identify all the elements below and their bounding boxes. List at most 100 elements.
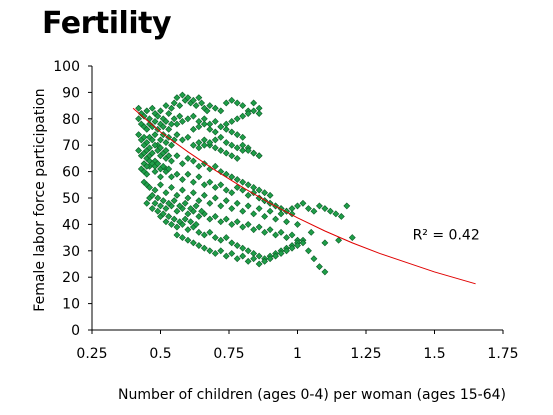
data-point	[233, 144, 241, 152]
data-point	[192, 202, 200, 210]
data-point	[305, 247, 312, 255]
data-point	[261, 257, 269, 265]
data-point	[178, 186, 186, 194]
data-point	[151, 131, 159, 139]
data-point	[181, 215, 189, 223]
data-point	[176, 112, 184, 120]
data-point	[244, 191, 252, 199]
data-point	[228, 239, 236, 247]
data-point	[233, 255, 241, 263]
data-point	[239, 112, 247, 120]
data-point	[211, 104, 219, 112]
data-point	[305, 205, 312, 212]
data-point	[211, 128, 219, 136]
data-point	[321, 205, 329, 212]
data-point	[189, 112, 197, 120]
data-point	[173, 131, 181, 139]
data-point	[239, 207, 247, 215]
data-point	[217, 133, 225, 141]
data-point	[151, 168, 159, 176]
data-point	[178, 234, 186, 242]
data-point	[233, 176, 241, 183]
data-point	[195, 144, 203, 152]
data-point	[189, 157, 197, 165]
data-point	[159, 197, 167, 205]
data-point	[239, 244, 247, 252]
data-point	[148, 205, 156, 212]
data-point	[228, 118, 236, 125]
data-point	[244, 220, 252, 228]
data-point	[184, 115, 192, 123]
data-point	[189, 125, 197, 133]
x-tick-label: 1.75	[487, 346, 518, 362]
data-point	[178, 118, 186, 125]
data-point	[233, 131, 241, 139]
data-point	[233, 184, 241, 191]
data-point	[255, 110, 263, 117]
data-point	[168, 120, 175, 128]
data-point	[239, 102, 247, 110]
data-point	[140, 133, 148, 141]
data-point	[151, 186, 159, 194]
data-point	[266, 226, 274, 234]
plot-area: 0.25 0.5 0.75 1 1.25 1.5 1.75 0 10 20 30 40 50 60 70 8…	[53, 59, 518, 362]
data-point	[233, 199, 241, 207]
x-tick-label: 0.5	[149, 346, 171, 362]
data-point	[217, 123, 225, 131]
data-point	[184, 170, 192, 178]
data-point	[165, 110, 173, 117]
data-point	[173, 170, 181, 178]
data-point	[206, 139, 214, 146]
data-point	[176, 218, 184, 226]
data-point	[184, 210, 192, 218]
data-point	[239, 141, 247, 149]
data-point	[211, 213, 219, 220]
data-point	[203, 107, 211, 115]
data-point	[168, 157, 175, 165]
data-point	[184, 94, 192, 102]
data-point	[135, 104, 143, 112]
data-point	[272, 231, 280, 239]
x-tick-label: 0.75	[213, 346, 244, 362]
data-point	[222, 125, 230, 133]
data-point	[211, 250, 219, 257]
data-point	[195, 162, 203, 170]
data-point	[288, 231, 296, 239]
data-point	[217, 107, 225, 115]
data-point	[250, 107, 258, 115]
data-point	[143, 199, 151, 207]
data-point	[151, 199, 159, 207]
data-point	[321, 268, 329, 276]
data-point	[184, 236, 192, 244]
data-point	[255, 186, 263, 194]
data-point	[170, 215, 178, 223]
data-point	[170, 115, 178, 123]
data-point	[200, 231, 208, 239]
data-point	[140, 141, 148, 149]
data-point	[250, 99, 258, 107]
y-tick-label: 90	[62, 85, 80, 101]
data-point	[272, 252, 280, 260]
data-point	[157, 107, 164, 115]
data-point	[228, 141, 236, 149]
data-point	[283, 247, 290, 255]
data-point	[332, 210, 340, 218]
data-point	[206, 102, 214, 110]
data-point	[154, 207, 162, 215]
data-point	[135, 131, 143, 139]
data-point	[222, 234, 230, 242]
data-point	[135, 147, 143, 154]
x-tick-label: 1.5	[423, 346, 445, 362]
data-point	[222, 197, 230, 205]
data-point	[255, 152, 263, 160]
data-point	[211, 136, 219, 144]
y-tick-label: 60	[62, 165, 80, 181]
y-axis-ticks: 0 10 20 30 40 50 60 70 80 90 100	[53, 59, 92, 339]
data-point	[168, 141, 175, 149]
data-point	[321, 239, 329, 247]
data-point	[217, 218, 225, 226]
data-point	[206, 215, 214, 223]
data-point	[222, 139, 230, 146]
data-point	[299, 239, 307, 247]
data-point	[181, 199, 189, 207]
